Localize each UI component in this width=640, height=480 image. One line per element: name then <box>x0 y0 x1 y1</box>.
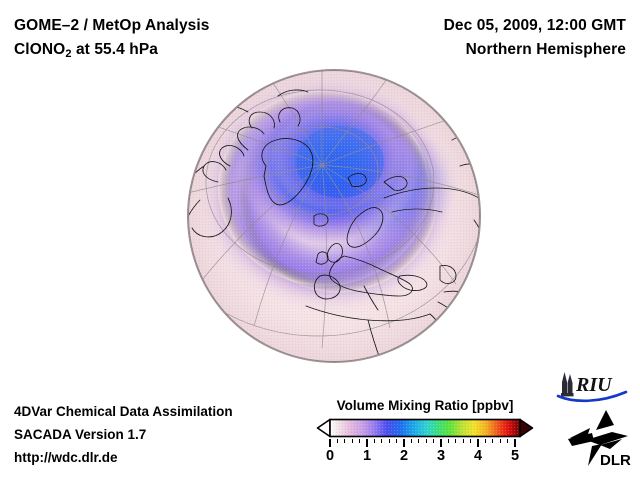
dlr-logo-svg: DLR <box>568 410 631 469</box>
version-label: SACADA Version 1.7 <box>14 427 147 442</box>
species-subscript: 2 <box>65 48 72 60</box>
pressure-level: at 55.4 hPa <box>71 41 159 58</box>
colorbar-strip <box>316 418 534 438</box>
colorbar-tick-5: 5 <box>510 448 520 464</box>
dither-texture <box>188 70 480 362</box>
riu-logo-svg: RIU <box>556 372 628 403</box>
colorbar-tick-3: 3 <box>436 448 446 464</box>
riu-logo: RIU <box>556 369 634 403</box>
colorbar-tick-4: 4 <box>473 448 483 464</box>
globe-disc <box>188 70 480 362</box>
colorbar-right-cap <box>519 418 534 438</box>
cathedral-spires-icon <box>561 372 574 397</box>
species-level-title: ClONO2 at 55.4 hPa <box>14 38 210 66</box>
colorbar-title: Volume Mixing Ratio [ppbv] <box>336 398 514 413</box>
species-name: ClONO <box>14 41 66 58</box>
globe-content <box>188 70 480 362</box>
globe-svg <box>188 70 480 362</box>
colorbar-tick-2: 2 <box>399 448 409 464</box>
url-label[interactable]: http://wdc.dlr.de <box>14 450 118 465</box>
method-label: 4DVar Chemical Data Assimilation <box>14 404 233 419</box>
footer-text: 4DVar Chemical Data Assimilation SACADA … <box>14 400 233 469</box>
colorbar-left-cap <box>316 418 331 438</box>
colorbar-tick-0: 0 <box>325 448 335 464</box>
colorbar-tick-1: 1 <box>362 448 372 464</box>
header-right: Dec 05, 2009, 12:00 GMT Northern Hemisph… <box>444 14 626 62</box>
dlr-star-icon <box>568 410 628 466</box>
globe-map <box>188 70 480 362</box>
dlr-logo: DLR <box>566 408 634 470</box>
colorbar-ticks <box>316 439 534 447</box>
riu-swoosh <box>556 390 628 403</box>
hemisphere-label: Northern Hemisphere <box>465 41 626 58</box>
colorbar-tick-labels: 0 1 2 3 4 5 <box>316 448 534 468</box>
colorbar-svg <box>316 418 534 438</box>
header-left: GOME–2 / MetOp Analysis ClONO2 at 55.4 h… <box>14 14 210 66</box>
riu-wordmark: RIU <box>575 374 613 396</box>
analysis-title: GOME–2 / MetOp Analysis <box>14 17 210 34</box>
dlr-wordmark: DLR <box>600 452 631 469</box>
colorbar: Volume Mixing Ratio [ppbv] <box>316 398 534 468</box>
valid-datetime: Dec 05, 2009, 12:00 GMT <box>443 17 626 34</box>
